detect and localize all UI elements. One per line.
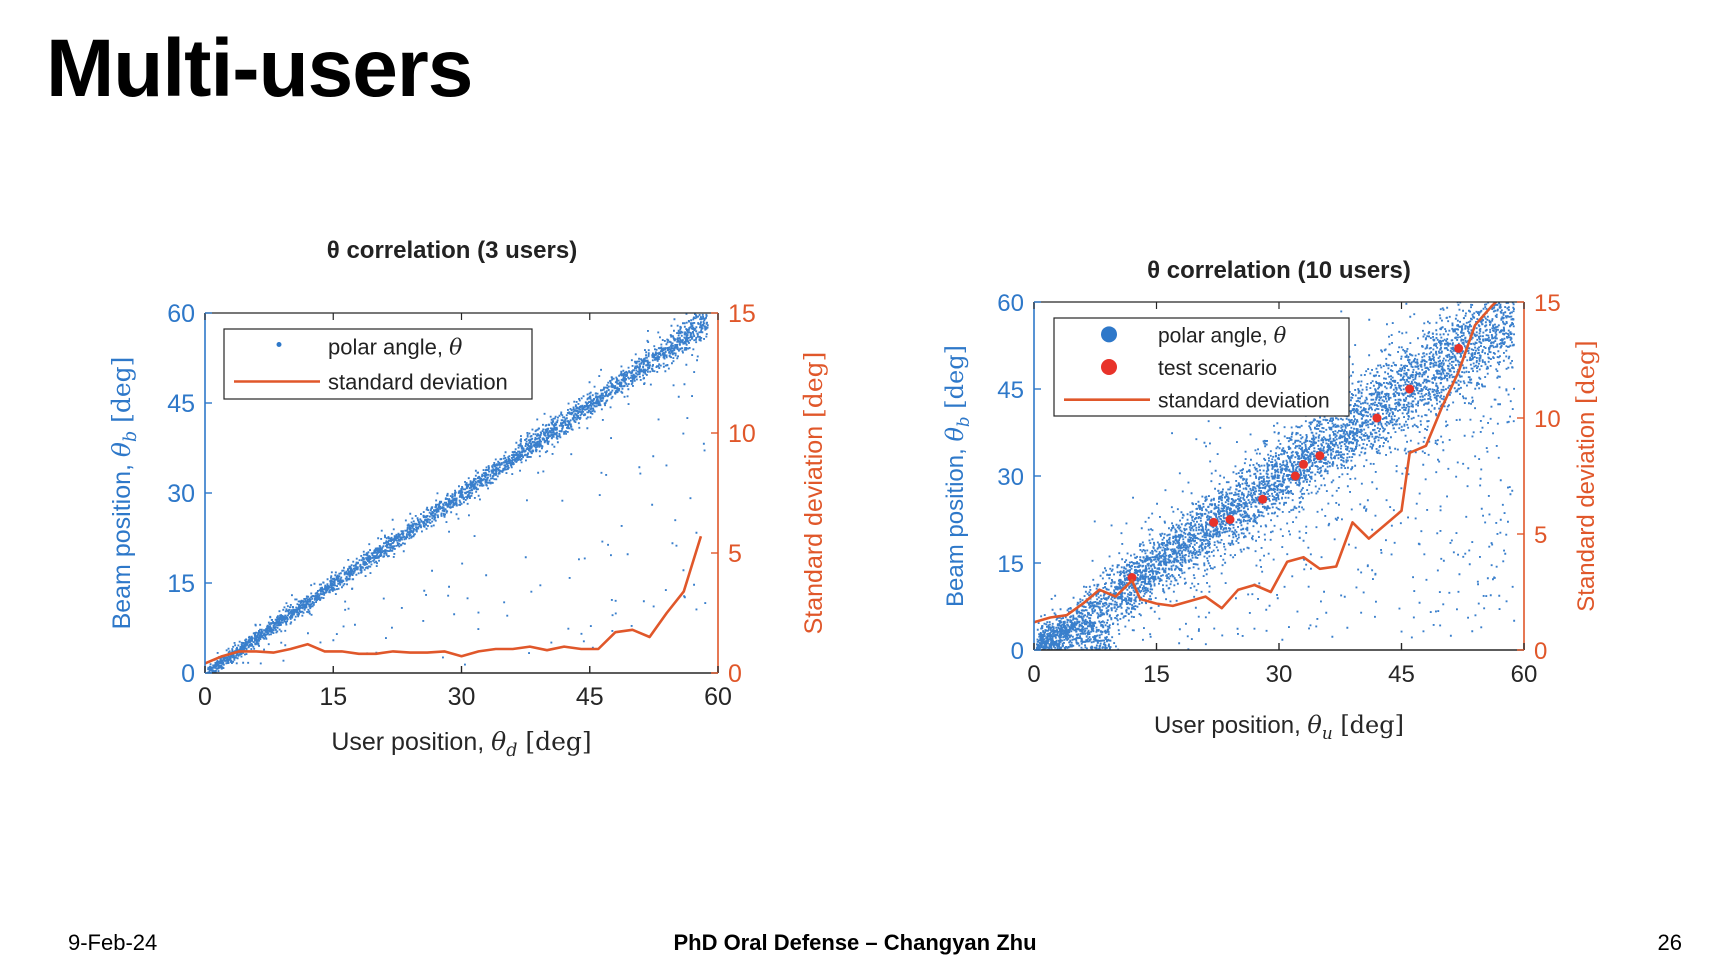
scatter-series	[206, 313, 709, 673]
y-tick-label: 30	[997, 464, 1024, 491]
y-axis-label: Beam position, θb [deg]	[941, 345, 973, 607]
test-scenario-point	[1299, 459, 1308, 469]
test-scenario-point	[1258, 494, 1268, 504]
legend-label: test scenario	[1158, 357, 1277, 380]
legend-label: polar angle, θ	[1158, 323, 1287, 347]
y-tick-label: 15	[997, 551, 1024, 578]
y2-axis-label-text: Standard deviation	[800, 426, 828, 634]
x-axis-label-subscript: u	[1322, 723, 1333, 743]
x-axis-label-text: User position,	[1154, 712, 1307, 739]
y2-tick-label: 0	[728, 660, 742, 688]
test-scenario-point	[1372, 413, 1382, 423]
x-tick-label: 60	[1511, 661, 1538, 688]
scatter-points	[206, 313, 709, 673]
x-axis-label-subscript: d	[506, 741, 517, 761]
legend-marker-dot	[276, 342, 282, 347]
x-axis-label-symbol: θ	[491, 727, 506, 756]
x-tick-label: 45	[576, 683, 604, 711]
y2-tick-label: 0	[1534, 638, 1547, 665]
chart-legend: polar angle, θ standard deviation	[223, 328, 533, 400]
test-scenario-point	[1454, 343, 1464, 353]
y2-axis-label-unit: [deg]	[1572, 340, 1600, 411]
y2-tick-label: 5	[1534, 522, 1547, 549]
test-scenario-series	[1127, 343, 1464, 582]
std-deviation-line	[205, 535, 703, 665]
y2-tick-label: 15	[728, 300, 756, 328]
y-tick-label: 60	[167, 300, 195, 328]
x-tick-label: 60	[704, 683, 732, 711]
test-scenario-point	[1127, 573, 1137, 582]
x-tick-label: 0	[198, 683, 212, 711]
slide-title: Multi-users	[46, 23, 473, 114]
x-tick-label: 15	[319, 683, 347, 711]
y2-axis-label: Standard deviation [deg]	[1572, 340, 1600, 611]
y-tick-label: 0	[181, 660, 195, 688]
test-scenario-point	[1405, 384, 1415, 394]
y2-axis-label: Standard deviation [deg]	[799, 352, 828, 635]
y-axis-label: Beam position, θb [deg]	[107, 357, 141, 630]
legend-label-symbol: θ	[1274, 323, 1287, 347]
footer-presentation-title: PhD Oral Defense – Changyan Zhu	[673, 930, 1037, 955]
x-axis-label-unit: [deg]	[517, 727, 591, 756]
chart-legend: polar angle, θ test scenario standard devi…	[1053, 317, 1350, 417]
x-tick-label: 30	[448, 683, 476, 711]
test-scenario-point	[1290, 471, 1300, 481]
legend-label-text: test scenario	[1158, 357, 1277, 380]
y-tick-label: 60	[997, 290, 1024, 317]
y-axis-label-subscript: b	[121, 431, 141, 442]
x-tick-label: 15	[1143, 661, 1170, 688]
y-tick-label: 30	[167, 480, 195, 508]
legend-marker-test	[1101, 359, 1117, 375]
y2-tick-label: 15	[1534, 290, 1561, 317]
test-scenario-point	[1315, 451, 1325, 461]
y-axis-label-subscript: b	[953, 416, 973, 427]
std-deviation-line	[1034, 302, 1498, 624]
legend-label: standard deviation	[1158, 390, 1330, 413]
legend-box	[223, 328, 533, 400]
y-axis-label-symbol: θ	[941, 427, 969, 442]
y2-tick-label: 5	[728, 540, 742, 568]
chart-title: θ correlation (10 users)	[1147, 257, 1411, 284]
x-axis-label-symbol: θ	[1307, 711, 1322, 739]
test-scenario-point	[1225, 515, 1235, 524]
x-axis-label: User position, θu [deg]	[1154, 711, 1404, 743]
legend-marker-dot	[1101, 326, 1117, 343]
legend-label-text: polar angle,	[328, 335, 449, 360]
x-tick-label: 45	[1388, 661, 1415, 688]
x-axis-label-unit: [deg]	[1333, 711, 1404, 739]
y-axis-label-unit: [deg]	[107, 357, 136, 431]
x-axis-label-text: User position,	[331, 728, 491, 756]
legend-label-text: standard deviation	[328, 370, 508, 395]
y-tick-label: 45	[997, 377, 1024, 404]
page-number: 26	[1657, 930, 1682, 955]
y-axis-label-text: Beam position,	[942, 442, 969, 607]
legend-label-text: polar angle,	[1158, 324, 1274, 347]
y2-axis-label-text: Standard deviation	[1573, 412, 1600, 612]
y-axis-label-symbol: θ	[107, 442, 136, 457]
y2-axis-label-unit: [deg]	[799, 352, 828, 426]
x-axis-label: User position, θd [deg]	[331, 727, 591, 761]
chart-title: θ correlation (3 users)	[327, 237, 577, 264]
legend-label: standard deviation	[328, 370, 508, 395]
y-tick-label: 45	[167, 390, 195, 418]
legend-label: polar angle, θ	[328, 335, 462, 361]
legend-label-text: standard deviation	[1158, 390, 1330, 413]
footer-date: 9-Feb-24	[68, 930, 158, 955]
scatter-points	[1035, 302, 1516, 650]
legend-label-symbol: θ	[449, 336, 462, 361]
test-scenario-point	[1209, 517, 1219, 527]
x-tick-label: 0	[1027, 661, 1040, 688]
y2-tick-label: 10	[728, 420, 756, 448]
scatter-series	[1035, 302, 1516, 650]
y-tick-label: 15	[167, 570, 195, 598]
y-tick-label: 0	[1011, 638, 1024, 665]
y2-tick-label: 10	[1534, 406, 1561, 433]
x-tick-label: 30	[1266, 661, 1293, 688]
y-axis-label-unit: [deg]	[941, 345, 969, 416]
y-axis-label-text: Beam position,	[108, 457, 136, 629]
